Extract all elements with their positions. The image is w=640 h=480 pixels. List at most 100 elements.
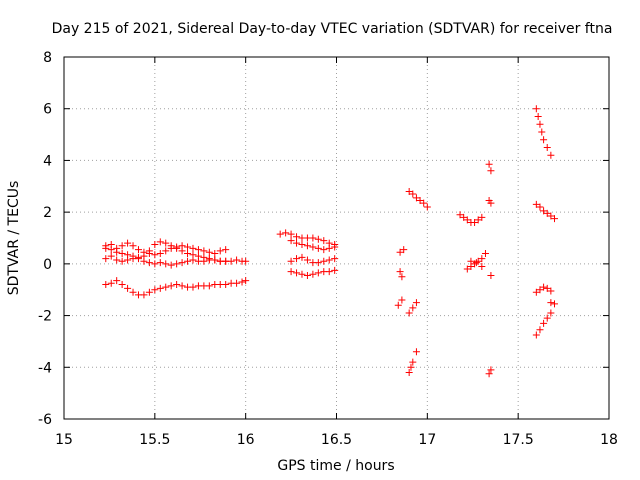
- data-point: [487, 366, 495, 374]
- data-point: [314, 259, 322, 267]
- data-point: [184, 250, 192, 258]
- data-point: [129, 288, 137, 296]
- y-tick-label: -2: [38, 309, 52, 325]
- data-point: [536, 120, 544, 128]
- data-point: [540, 283, 548, 291]
- axis-ticks: 15 15.5 16 16.5 17 17.5 18 -6 -4 -2 0 2 4 6 8: [38, 50, 618, 448]
- data-point: [463, 265, 471, 273]
- x-tick-label: 18: [600, 432, 618, 448]
- data-point: [124, 251, 132, 259]
- data-point: [398, 296, 406, 304]
- data-point: [107, 279, 115, 287]
- series-arc-d3: [485, 160, 495, 378]
- series-arc-d2: [463, 250, 489, 273]
- data-point: [540, 136, 548, 144]
- y-tick-label: 6: [43, 102, 52, 118]
- data-point: [416, 197, 424, 205]
- data-point: [396, 268, 404, 276]
- data-point: [113, 277, 121, 285]
- data-point: [551, 215, 558, 223]
- data-point: [178, 259, 186, 267]
- data-point: [540, 207, 548, 215]
- series-arc-e1: [532, 105, 555, 159]
- data-point: [547, 212, 555, 220]
- data-point: [478, 213, 486, 221]
- data-point: [184, 243, 192, 251]
- data-point: [145, 247, 153, 255]
- data-point: [222, 246, 230, 254]
- data-point: [151, 260, 159, 268]
- data-point: [167, 282, 175, 290]
- data-point: [325, 244, 333, 252]
- data-point: [532, 331, 540, 339]
- data-point: [173, 281, 181, 289]
- data-point: [200, 257, 208, 265]
- data-point: [485, 370, 493, 378]
- data-point: [456, 211, 464, 219]
- series-arc-e2: [532, 200, 558, 223]
- data-point: [167, 261, 175, 269]
- data-point: [134, 246, 142, 254]
- data-point: [412, 194, 420, 202]
- data-point: [134, 255, 142, 263]
- data-point: [331, 243, 339, 251]
- data-point: [423, 203, 431, 211]
- data-point: [162, 283, 170, 291]
- data-point: [173, 244, 181, 252]
- data-point: [287, 268, 295, 276]
- data-point: [156, 259, 164, 267]
- data-point: [233, 256, 241, 264]
- data-point: [412, 348, 420, 356]
- data-point: [222, 281, 230, 289]
- data-point: [547, 287, 555, 295]
- y-axis-label: SDTVAR / TECUs: [6, 181, 22, 296]
- data-point: [162, 239, 170, 247]
- data-point: [320, 246, 328, 254]
- data-point: [200, 247, 208, 255]
- data-point: [551, 300, 558, 308]
- data-point: [405, 309, 413, 317]
- data-point: [151, 251, 159, 259]
- series-arc-c3: [405, 187, 431, 211]
- data-point: [124, 284, 132, 292]
- data-point: [102, 244, 110, 252]
- data-point: [184, 257, 192, 265]
- data-point: [118, 242, 126, 250]
- data-point: [189, 283, 197, 291]
- data-point: [107, 246, 115, 254]
- x-tick-label: 17.5: [503, 432, 534, 448]
- data-point: [205, 248, 213, 256]
- data-point: [102, 255, 110, 263]
- data-point: [467, 257, 475, 265]
- data-point: [242, 277, 250, 285]
- data-point: [173, 260, 181, 268]
- x-tick-label: 15.5: [139, 432, 170, 448]
- series-arc-b-neg: [287, 266, 339, 279]
- series-arc-b-low: [287, 253, 339, 267]
- data-point: [394, 301, 402, 309]
- data-point: [118, 257, 126, 265]
- series-arc-e3: [532, 283, 558, 308]
- data-point: [314, 269, 322, 277]
- data-point: [162, 247, 170, 255]
- data-point: [471, 260, 479, 268]
- data-point: [303, 271, 311, 279]
- data-point: [107, 252, 115, 260]
- data-point: [216, 247, 224, 255]
- data-point: [303, 256, 311, 264]
- data-point: [412, 299, 420, 307]
- series-arc-b-mid: [287, 237, 339, 254]
- data-point: [314, 235, 322, 243]
- data-point: [151, 286, 159, 294]
- data-point: [145, 288, 153, 296]
- x-tick-label: 16: [237, 432, 255, 448]
- series-arc-b-top: [276, 229, 339, 248]
- data-point: [156, 284, 164, 292]
- data-point: [474, 216, 482, 224]
- series-arc-e4: [532, 309, 555, 339]
- data-point: [124, 239, 132, 247]
- data-point: [325, 256, 333, 264]
- data-point: [211, 250, 219, 258]
- data-point: [407, 363, 415, 371]
- data-point: [487, 271, 495, 279]
